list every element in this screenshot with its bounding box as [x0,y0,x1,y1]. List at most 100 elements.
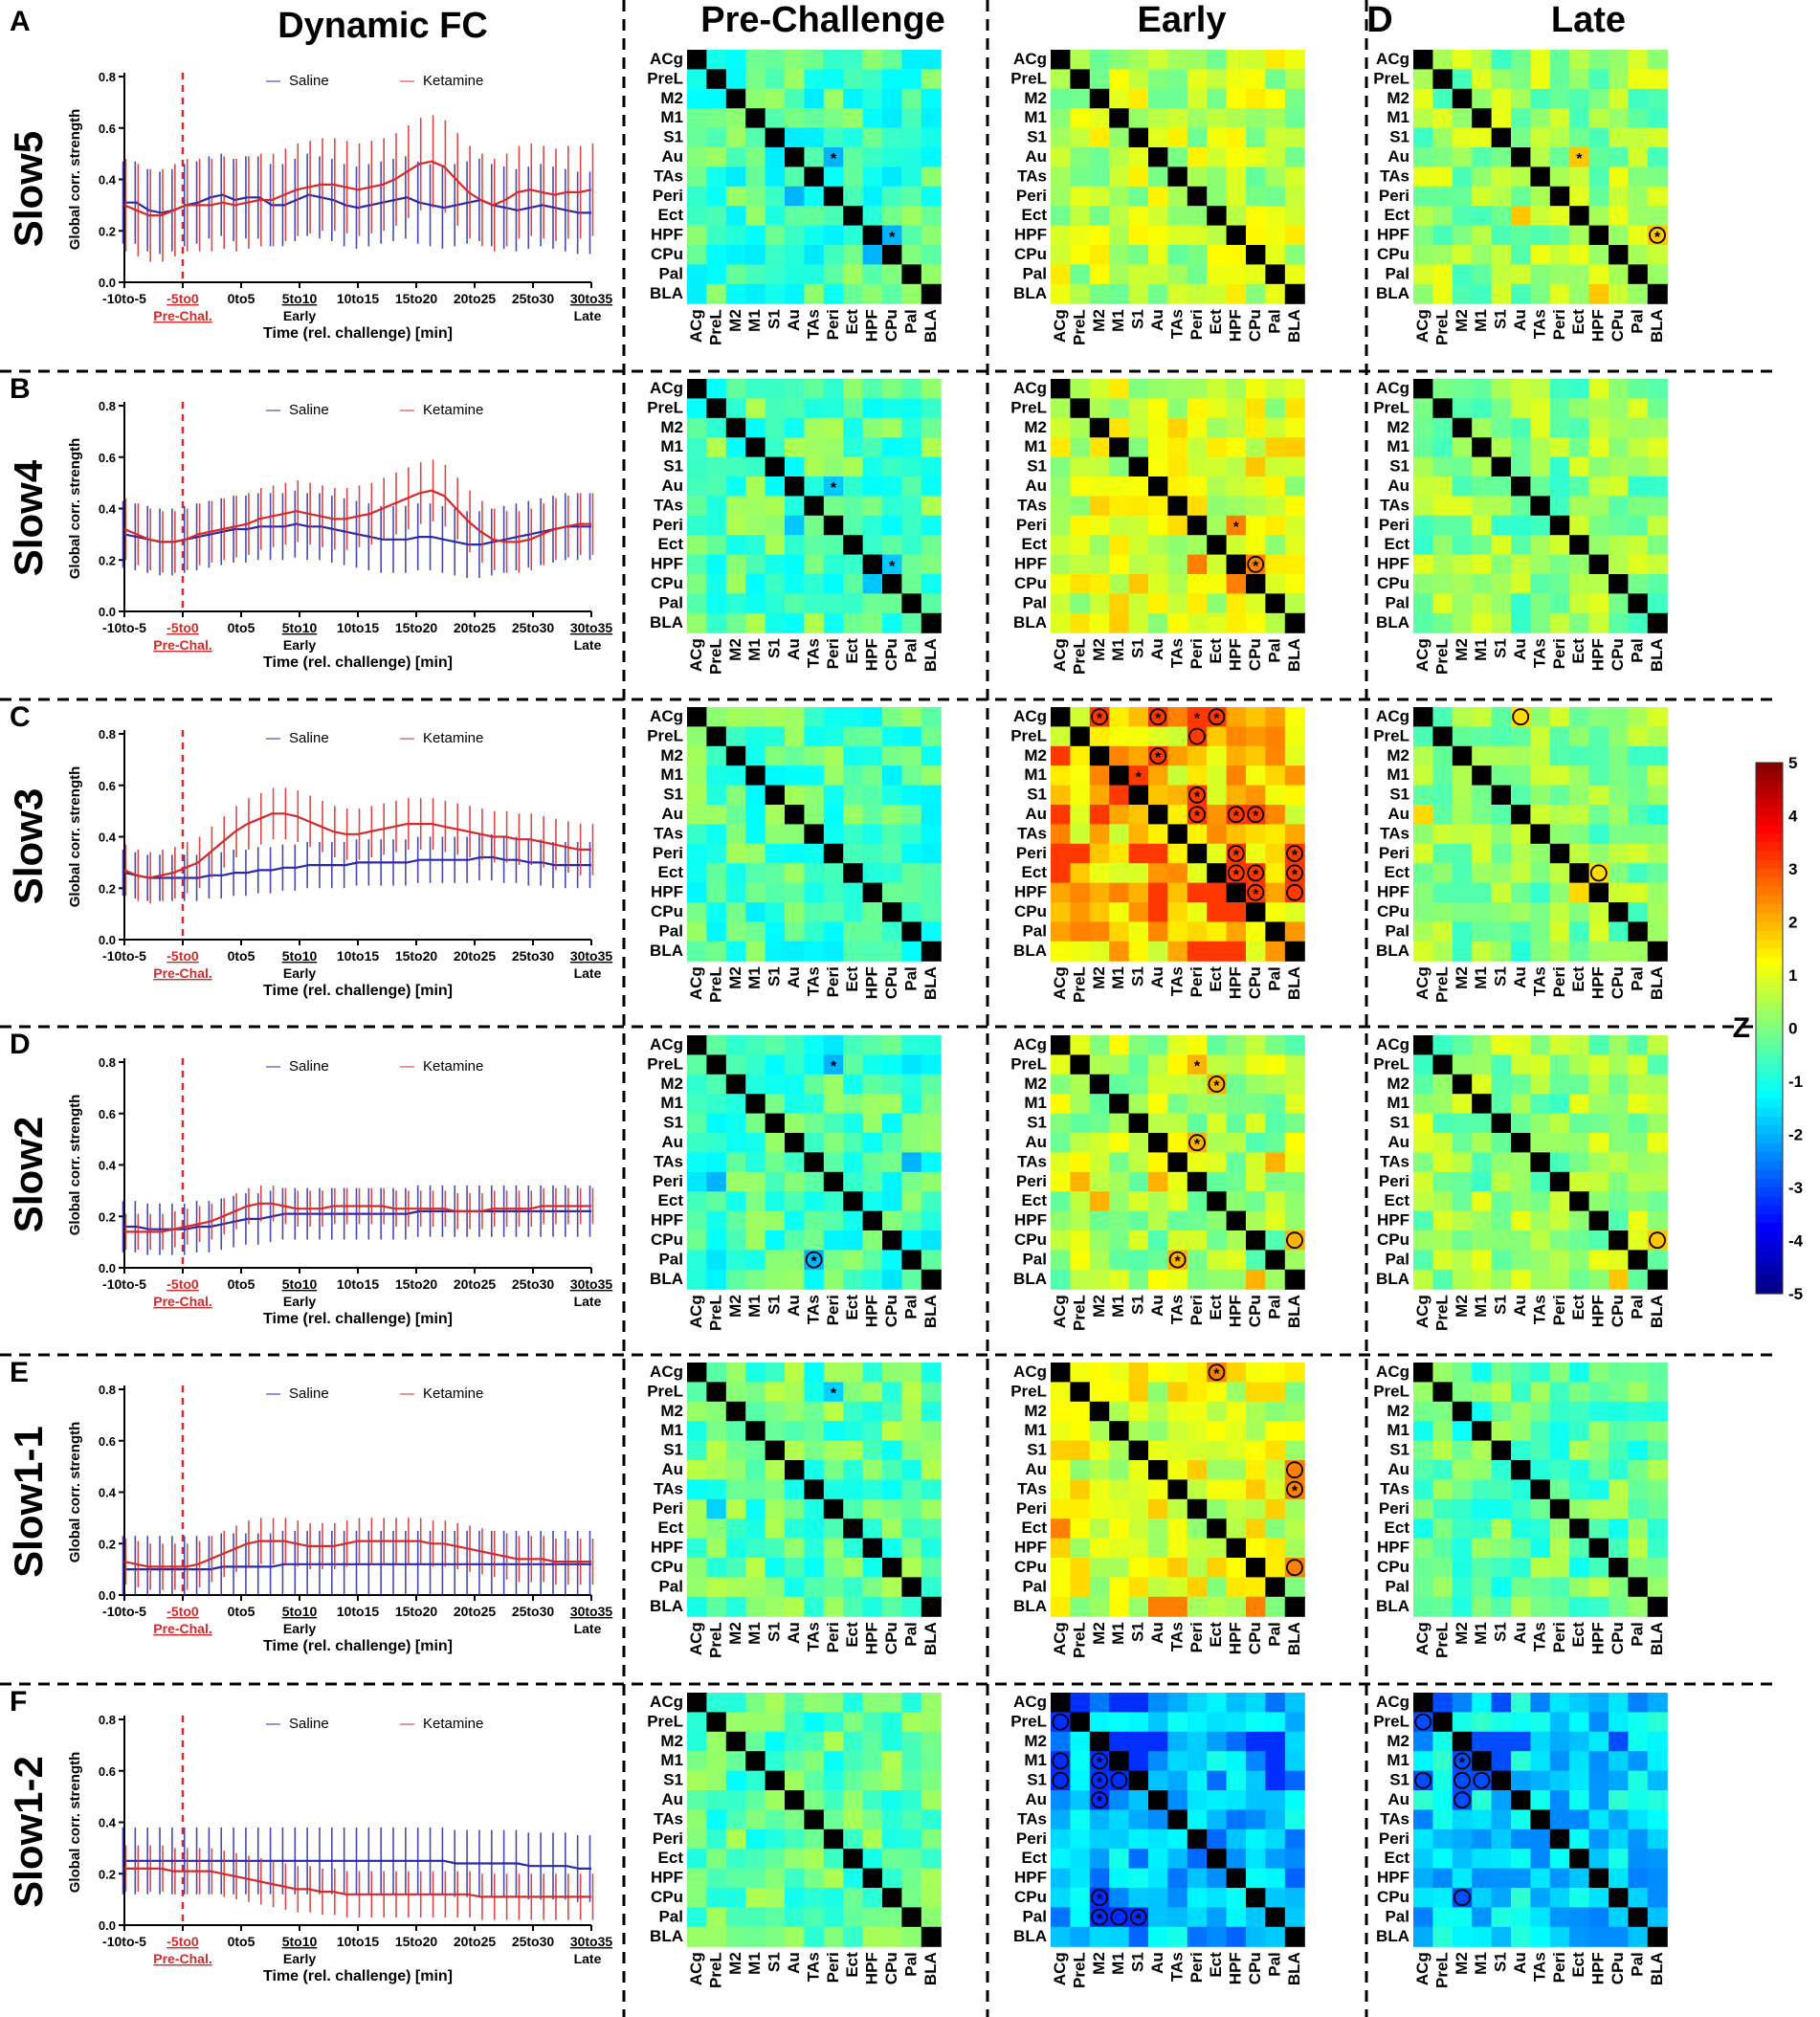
heatmap-cell [1588,1401,1609,1422]
heatmap-cell [1226,417,1247,438]
colorbar-segment [1756,807,1783,817]
heatmap-cell [1070,1191,1091,1212]
heatmap-cell [725,902,746,922]
heatmap-cell [1070,785,1091,806]
heatmap-cell [1549,1693,1570,1713]
heatmap-cell [1187,882,1208,903]
row-region-label: M2 [660,1732,683,1750]
heatmap-cell [1472,1094,1493,1115]
heatmap-cell [1549,456,1570,477]
heatmap-cell [1569,206,1590,227]
heatmap-cell [785,805,805,825]
heatmap-cell [1569,824,1590,845]
heatmap-cell [804,127,825,148]
heatmap-cell [1530,554,1551,575]
heatmap-cell [1609,108,1629,129]
heatmap-cell [901,147,922,167]
heatmap-cell [1452,1440,1473,1461]
heatmap-cell [1609,379,1629,399]
row-region-label: M2 [660,418,683,436]
heatmap-cell [1628,1074,1649,1095]
heatmap-cell [1609,1094,1629,1115]
column-region-label: M1 [1472,638,1490,661]
heatmap-cell [1647,437,1668,458]
x-tick-label: 15to20 [395,1604,438,1619]
heatmap-cell [1089,1829,1110,1850]
heatmap-cell [1109,1868,1130,1889]
heatmap-cell [1070,1518,1091,1540]
colorbar-segment [1756,1107,1783,1118]
heatmap-cell [1609,785,1629,806]
heatmap-cell [1226,245,1247,265]
heatmap-cell [921,726,942,747]
heatmap-cell [804,1074,825,1095]
heatmap-cell [785,1152,805,1173]
heatmap-cell [1628,1751,1649,1772]
heatmap-cell [1452,535,1473,556]
heatmap-cell [862,88,883,109]
heatmap-cell [1432,88,1454,109]
heatmap-cell [804,206,825,227]
heatmap-cell [1452,283,1473,304]
heatmap-cell [823,225,844,246]
heatmap-cell [921,765,942,787]
row-region-label: Ect [658,535,684,553]
heatmap-cell [1609,456,1629,477]
heatmap-cell [1265,1518,1286,1540]
heatmap-cell [1284,1401,1305,1422]
heatmap-cell [1051,1498,1071,1519]
heatmap-cell [1207,1751,1228,1772]
heatmap-cell [1284,1518,1305,1540]
heatmap-cell [1128,477,1149,497]
heatmap-cell [1109,69,1130,90]
heatmap-cell [1265,496,1286,517]
heatmap-cell [1647,1693,1668,1713]
heatmap-cell [1647,1250,1668,1271]
heatmap-cell [687,1693,707,1713]
heatmap-cell [687,456,707,477]
heatmap-cell [1246,1152,1266,1173]
heatmap-cell [745,417,766,438]
heatmap-cell [862,69,883,90]
heatmap-cell [1647,1770,1668,1791]
heatmap-cell [1432,417,1454,438]
panel-letter-e: E [10,1357,30,1388]
heatmap-cell [1511,1113,1531,1134]
heatmap-cell [1609,1596,1629,1617]
heatmap-cell [1413,824,1433,845]
heatmap-cell [862,1191,883,1212]
heatmap-cell [745,1133,766,1153]
heatmap-cell [1187,1230,1208,1251]
heatmap-cell [725,127,746,148]
heatmap-cell [901,1250,922,1271]
column-region-label: Ect [843,1952,861,1978]
significance-circle [1110,1771,1128,1789]
heatmap-cell [745,398,766,419]
colorbar-segment [1756,763,1783,772]
heatmap-cell [1167,69,1188,90]
heatmap-cell [1588,1210,1609,1231]
heatmap-cell [745,1230,766,1251]
heatmap-cell [882,283,902,304]
heatmap-cell [765,69,786,90]
column-region-label: CPu [882,1952,900,1984]
row-region-label: CPu [651,574,683,592]
heatmap-cell [1530,69,1551,90]
heatmap-cell [687,225,707,246]
heatmap-cell [1511,1790,1531,1810]
heatmap-cell [1265,245,1286,265]
heatmap-cell [1569,108,1590,129]
colorbar-tick-label: 0 [1788,1020,1797,1038]
column-region-label: Pal [1265,1295,1283,1319]
heatmap-cell [1413,1751,1433,1772]
heatmap-cell [843,612,864,633]
heatmap-cell [823,1210,844,1231]
column-region-label: PreL [1432,309,1451,345]
heatmap-cell [1051,1868,1071,1889]
column-region-label: TAs [1530,638,1548,668]
heatmap-cell [1511,1693,1531,1713]
heatmap-cell [1226,1907,1247,1928]
heatmap-cell [1549,882,1570,903]
heatmap-cell [1070,535,1091,556]
significance-circle [1168,1251,1187,1269]
